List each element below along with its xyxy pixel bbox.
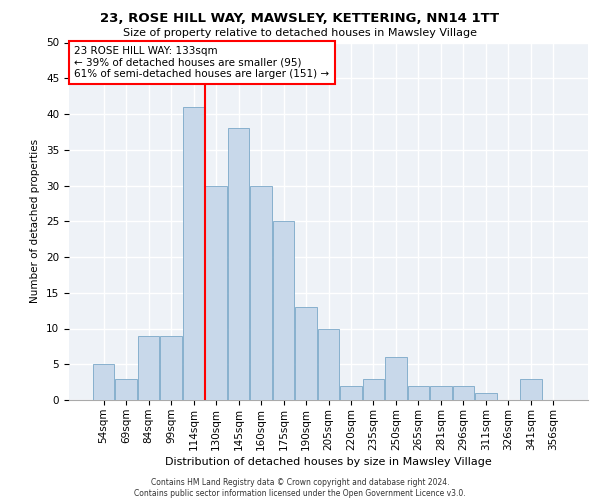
Text: 23 ROSE HILL WAY: 133sqm
← 39% of detached houses are smaller (95)
61% of semi-d: 23 ROSE HILL WAY: 133sqm ← 39% of detach… <box>74 46 329 80</box>
Bar <box>430 386 452 400</box>
Bar <box>407 386 430 400</box>
Bar <box>317 328 340 400</box>
Bar <box>160 336 182 400</box>
X-axis label: Distribution of detached houses by size in Mawsley Village: Distribution of detached houses by size … <box>165 456 492 466</box>
Bar <box>227 128 250 400</box>
Text: Size of property relative to detached houses in Mawsley Village: Size of property relative to detached ho… <box>123 28 477 38</box>
Bar <box>295 307 317 400</box>
Bar <box>520 378 542 400</box>
Bar <box>452 386 475 400</box>
Bar <box>362 378 385 400</box>
Text: Contains HM Land Registry data © Crown copyright and database right 2024.
Contai: Contains HM Land Registry data © Crown c… <box>134 478 466 498</box>
Text: 23, ROSE HILL WAY, MAWSLEY, KETTERING, NN14 1TT: 23, ROSE HILL WAY, MAWSLEY, KETTERING, N… <box>100 12 500 26</box>
Bar <box>340 386 362 400</box>
Bar <box>272 221 295 400</box>
Bar <box>250 186 272 400</box>
Bar <box>137 336 160 400</box>
Bar <box>205 186 227 400</box>
Bar <box>475 393 497 400</box>
Bar <box>385 357 407 400</box>
Bar <box>115 378 137 400</box>
Y-axis label: Number of detached properties: Number of detached properties <box>31 139 40 304</box>
Bar <box>182 107 205 400</box>
Bar <box>92 364 115 400</box>
